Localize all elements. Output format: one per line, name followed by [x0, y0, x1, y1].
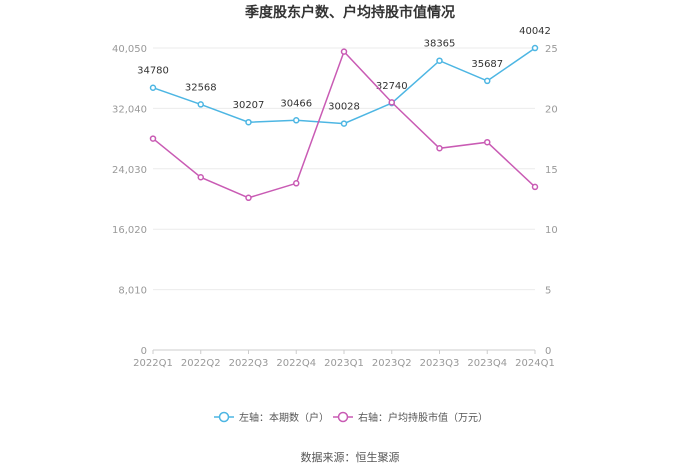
source-note: 数据来源：恒生聚源: [301, 450, 400, 464]
x-tick-label: 2022Q1: [133, 358, 173, 369]
left-axis-tick-label: 24,030: [112, 165, 147, 176]
legend-label-1: 右轴：户均持股市值（万元）: [358, 411, 488, 424]
data-label: 30207: [233, 100, 265, 111]
data-label: 32740: [376, 81, 408, 92]
axes: 0 0 8,010 5 16,020 10 24,030 15 32,040 20 40,050 25…: [112, 44, 558, 369]
grid: [153, 47, 535, 351]
x-tick-label: 2023Q2: [372, 358, 412, 369]
right-axis-tick-label: 25: [545, 44, 558, 55]
series-point-1: [197, 174, 204, 181]
data-label: 38365: [424, 39, 456, 50]
series-point-1: [245, 194, 252, 202]
left-axis-tick-label: 16,020: [112, 225, 147, 236]
x-tick-label: 2023Q3: [420, 358, 460, 369]
legend: 左轴：本期数（户） 右轴：户均持股市值（万元）: [214, 411, 488, 424]
series-point-1: [484, 138, 491, 146]
legend-marker-0: [218, 411, 230, 423]
left-axis-tick-label: 32,040: [112, 104, 147, 115]
right-axis-tick-label: 20: [545, 104, 558, 115]
x-tick-label: 2022Q2: [181, 358, 221, 369]
series-point-1: [531, 183, 539, 191]
data-label: 30466: [280, 98, 312, 109]
series-point-0: [197, 101, 204, 108]
series-point-0: [436, 57, 443, 64]
right-axis-tick-label: 0: [545, 346, 551, 357]
series-point-0: [484, 77, 491, 85]
legend-marker-1: [337, 411, 349, 423]
data-label: 35687: [471, 59, 503, 70]
right-axis-tick-label: 10: [545, 225, 558, 236]
series-point-1: [149, 135, 157, 142]
data-label: 30028: [328, 102, 360, 113]
series-point-1: [340, 48, 348, 55]
data-label: 40042: [519, 26, 551, 37]
x-tick-label: 2022Q4: [276, 358, 316, 369]
series-point-0: [245, 118, 252, 126]
x-tick-label: 2022Q3: [229, 358, 269, 369]
left-axis-tick-label: 0: [141, 346, 147, 357]
series-layer: 34780 32568 30207 30466 30028 32740 38365 35687…: [137, 26, 551, 202]
series-point-1: [388, 99, 395, 106]
legend-label-0: 左轴：本期数（户）: [239, 411, 329, 424]
x-tick-label: 2023Q4: [467, 358, 507, 369]
left-axis-tick-label: 40,050: [112, 44, 147, 55]
right-axis-tick-label: 15: [545, 165, 558, 176]
data-label: 34780: [137, 66, 169, 77]
series-point-0: [293, 117, 300, 124]
series-point-0: [531, 44, 539, 52]
series-point-1: [293, 180, 300, 187]
x-tick-label: 2024Q1: [515, 358, 555, 369]
x-tick-label: 2023Q1: [324, 358, 364, 369]
data-label: 32568: [185, 82, 217, 93]
left-axis-tick-label: 8,010: [118, 286, 147, 297]
chart-title: 季度股东户数、户均持股市值情况: [244, 4, 455, 21]
series-point-0: [340, 120, 348, 127]
series-point-1: [436, 145, 443, 152]
right-axis-tick-label: 5: [545, 286, 551, 297]
series-point-0: [149, 84, 157, 91]
